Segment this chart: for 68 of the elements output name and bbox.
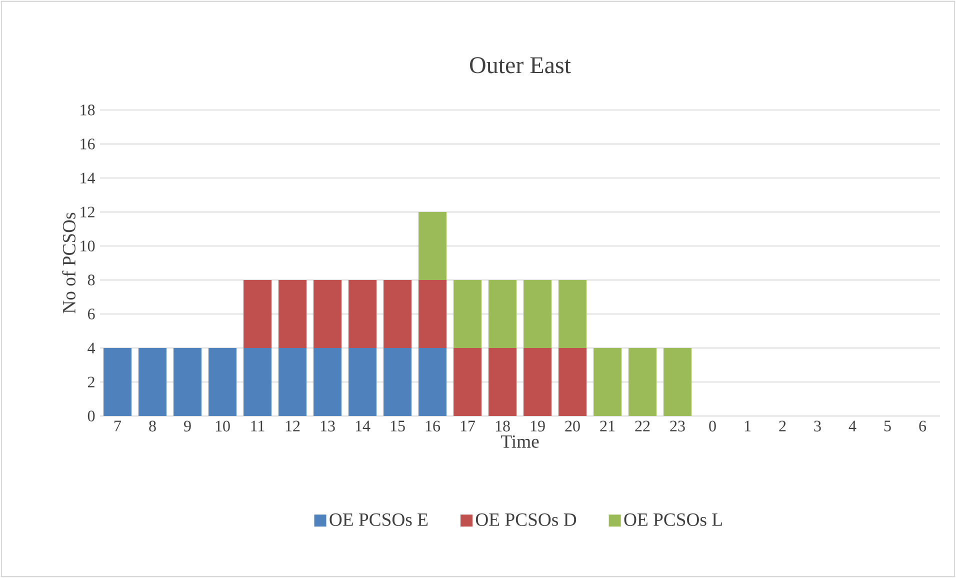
- bar: [138, 348, 167, 416]
- bar: [314, 348, 342, 416]
- y-tick-label: 6: [88, 308, 95, 320]
- bar: [418, 348, 447, 416]
- x-tick-label: 15: [390, 420, 405, 432]
- x-tick-label: 5: [884, 420, 891, 432]
- bar: [454, 280, 482, 348]
- x-tick-label: 23: [670, 420, 685, 432]
- x-tick-label: 22: [635, 420, 650, 432]
- x-axis-title: Time: [500, 435, 539, 448]
- y-axis-title: No of PCSOs: [62, 212, 76, 314]
- bar: [524, 280, 552, 348]
- bar: [628, 348, 657, 416]
- y-tick-label: 0: [88, 410, 95, 422]
- x-tick-label: 3: [814, 420, 821, 432]
- bar: [384, 348, 412, 416]
- x-tick-label: 17: [460, 420, 476, 432]
- bar: [244, 348, 272, 416]
- x-tick-label: 12: [286, 420, 300, 432]
- x-tick-label: 13: [320, 420, 335, 432]
- x-tick-label: 21: [600, 420, 615, 432]
- chart-title: Outer East: [470, 57, 571, 74]
- x-tick-label: 16: [426, 420, 440, 432]
- bar: [488, 348, 517, 416]
- legend-label: OE PCSOs L: [624, 513, 722, 526]
- legend-label: OE PCSOs E: [330, 513, 428, 526]
- bar: [524, 348, 552, 416]
- x-tick-label: 14: [356, 420, 370, 432]
- bar: [348, 348, 377, 416]
- y-tick-label: 10: [80, 240, 95, 252]
- bar: [418, 280, 447, 348]
- bar: [278, 348, 307, 416]
- x-tick-label: 8: [149, 420, 156, 432]
- bar: [558, 280, 587, 348]
- x-tick-label: 9: [184, 420, 191, 432]
- bar: [418, 212, 447, 280]
- x-tick-label: 7: [114, 420, 122, 432]
- bar: [384, 280, 412, 348]
- bar: [594, 348, 622, 416]
- bar: [208, 348, 237, 416]
- x-tick-label: 11: [251, 420, 264, 432]
- legend-label: OE PCSOs D: [476, 513, 576, 526]
- bar: [314, 280, 342, 348]
- bar: [664, 348, 692, 416]
- bar: [104, 348, 132, 416]
- bar: [244, 280, 272, 348]
- y-tick-label: 4: [88, 342, 96, 354]
- x-tick-label: 18: [496, 420, 510, 432]
- x-tick-label: 4: [848, 420, 856, 432]
- y-tick-label: 8: [88, 274, 95, 286]
- y-tick-label: 14: [80, 172, 96, 184]
- y-tick-label: 2: [88, 376, 94, 388]
- x-tick-label: 6: [919, 420, 926, 432]
- bar: [348, 280, 377, 348]
- y-tick-label: 18: [80, 104, 95, 116]
- x-tick-label: 10: [216, 420, 230, 432]
- bar: [454, 348, 482, 416]
- x-tick-label: 0: [709, 420, 716, 432]
- bar: [488, 280, 517, 348]
- x-tick-label: 1: [744, 420, 751, 432]
- bar: [278, 280, 307, 348]
- x-tick-label: 20: [565, 420, 580, 432]
- x-tick-label: 19: [530, 420, 545, 432]
- y-tick-label: 16: [80, 138, 95, 150]
- bar: [558, 348, 587, 416]
- bar: [174, 348, 202, 416]
- y-tick-label: 12: [80, 206, 94, 218]
- x-tick-label: 2: [779, 420, 786, 432]
